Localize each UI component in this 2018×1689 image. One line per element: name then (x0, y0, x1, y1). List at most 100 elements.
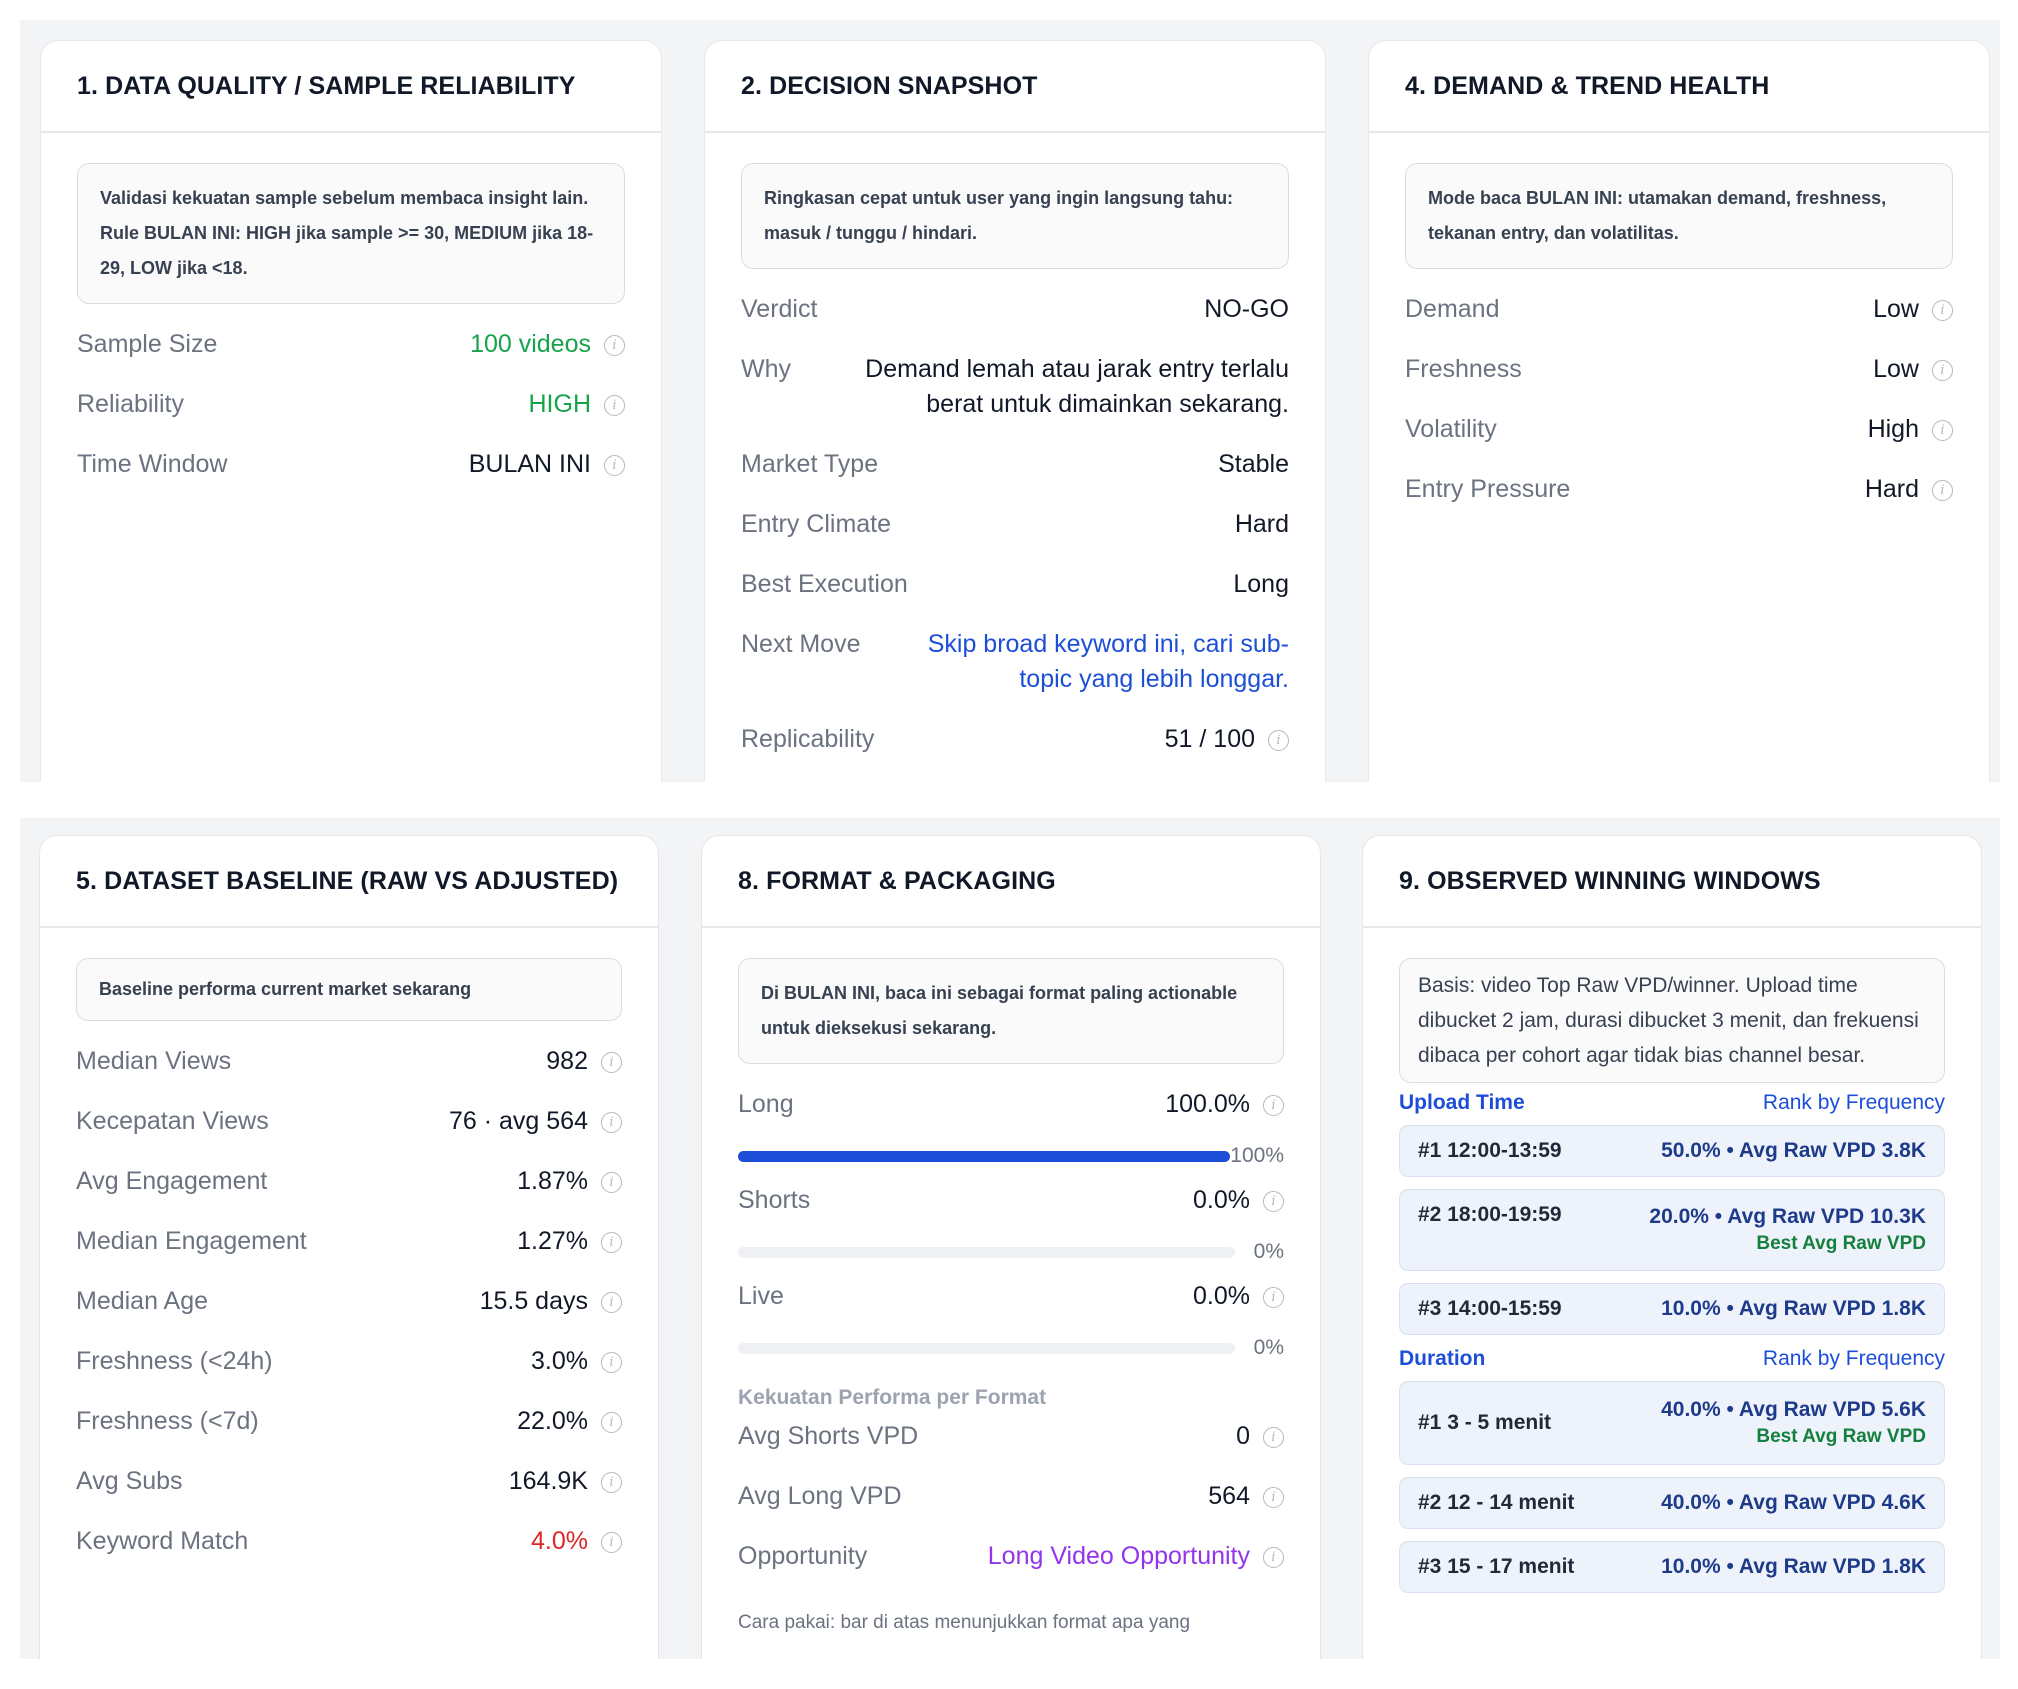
info-icon[interactable]: i (1932, 480, 1953, 501)
metric-value: Stable (1218, 450, 1289, 478)
metric-label: Median Age (76, 1287, 209, 1315)
info-icon[interactable]: i (1268, 730, 1289, 751)
best-badge: Best Avg Raw VPD (1756, 1426, 1926, 1447)
metric-value: Low (1873, 355, 1919, 383)
window-label: #3 15 - 17 menit (1418, 1555, 1575, 1578)
metric-row: Sample Size 100 videos i (77, 320, 625, 380)
info-icon[interactable]: i (604, 455, 625, 476)
progress-fill (738, 1150, 1231, 1162)
card-header: 1. DATA QUALITY / SAMPLE RELIABILITY (41, 41, 661, 133)
info-icon[interactable]: i (601, 1292, 622, 1313)
metric-row: Kecepatan Views 76 · avg 564 i (76, 1097, 622, 1157)
metric-row: Median Engagement 1.27% i (76, 1217, 622, 1277)
card-header: 9. OBSERVED WINNING WINDOWS (1363, 836, 1981, 928)
progress-track (738, 1342, 1235, 1354)
metric-label: Verdict (741, 295, 818, 323)
metric-label: Median Views (76, 1047, 232, 1075)
format-value: 100.0% (1165, 1090, 1250, 1118)
metric-label: Avg Subs (76, 1467, 183, 1495)
top-panel-strip: 1. DATA QUALITY / SAMPLE RELIABILITY Val… (20, 20, 2000, 782)
format-value: 0.0% (1193, 1186, 1250, 1214)
metric-label: Freshness (<7d) (76, 1407, 259, 1435)
card-description: Baseline performa current market sekaran… (76, 958, 622, 1021)
metric-row: Next Move Skip broad keyword ini, cari s… (741, 620, 1289, 715)
info-icon[interactable]: i (604, 335, 625, 356)
metric-label: Freshness (<24h) (76, 1347, 273, 1375)
metric-row: Opportunity Long Video Opportunity i (738, 1532, 1284, 1592)
info-icon[interactable]: i (1263, 1427, 1284, 1448)
card-title: 4. DEMAND & TREND HEALTH (1405, 71, 1770, 100)
window-item[interactable]: #2 18:00-19:59 20.0% • Avg Raw VPD 10.3K… (1399, 1189, 1945, 1271)
format-label: Long (738, 1090, 794, 1118)
metric-row: Avg Long VPD 564 i (738, 1472, 1284, 1532)
info-icon[interactable]: i (601, 1532, 622, 1553)
info-icon[interactable]: i (601, 1052, 622, 1073)
format-label: Shorts (738, 1186, 811, 1214)
metric-label: Opportunity (738, 1542, 868, 1570)
info-icon[interactable]: i (1263, 1095, 1284, 1116)
metric-value: Hard (1234, 510, 1289, 538)
data-quality-card: 1. DATA QUALITY / SAMPLE RELIABILITY Val… (40, 40, 662, 782)
info-icon[interactable]: i (601, 1472, 622, 1493)
progress-percent: 0% (1253, 1336, 1284, 1359)
metric-label: Avg Shorts VPD (738, 1422, 919, 1450)
metric-row: Freshness (<7d) 22.0% i (76, 1397, 622, 1457)
metric-row: Time Window BULAN INI i (77, 440, 625, 500)
progress-track (738, 1246, 1235, 1258)
card-header: 5. DATASET BASELINE (RAW VS ADJUSTED) (40, 836, 658, 928)
window-item[interactable]: #3 15 - 17 menit 10.0% • Avg Raw VPD 1.8… (1399, 1541, 1945, 1593)
info-icon[interactable]: i (1932, 360, 1953, 381)
metric-label: Sample Size (77, 330, 218, 358)
card-title: 5. DATASET BASELINE (RAW VS ADJUSTED) (76, 866, 619, 895)
info-icon[interactable]: i (1932, 420, 1953, 441)
metric-value: HIGH (528, 390, 592, 418)
card-header: 8. FORMAT & PACKAGING (702, 836, 1320, 928)
window-stat: 40.0% • Avg Raw VPD 5.6K (1661, 1398, 1926, 1421)
metric-label: Avg Engagement (76, 1167, 268, 1195)
info-icon[interactable]: i (1263, 1287, 1284, 1308)
metric-label: Volatility (1405, 415, 1497, 443)
info-icon[interactable]: i (1263, 1547, 1284, 1568)
info-icon[interactable]: i (1263, 1487, 1284, 1508)
card-header: 2. DECISION SNAPSHOT (705, 41, 1325, 133)
window-stat: 10.0% • Avg Raw VPD 1.8K (1661, 1297, 1926, 1320)
card-description: Di BULAN INI, baca ini sebagai format pa… (738, 958, 1284, 1064)
info-icon[interactable]: i (601, 1412, 622, 1433)
metric-row: Freshness (<24h) 3.0% i (76, 1337, 622, 1397)
metric-label: Next Move (741, 630, 861, 658)
window-item[interactable]: #1 12:00-13:59 50.0% • Avg Raw VPD 3.8K (1399, 1125, 1945, 1177)
metric-value: 4.0% (531, 1527, 588, 1555)
info-icon[interactable]: i (601, 1352, 622, 1373)
info-icon[interactable]: i (604, 395, 625, 416)
metric-label: Avg Long VPD (738, 1482, 902, 1510)
metric-value: 164.9K (508, 1467, 588, 1495)
metric-row: Market Type Stable (741, 440, 1289, 500)
best-badge: Best Avg Raw VPD (1756, 1233, 1926, 1254)
footnote: Cara pakai: bar di atas menunjukkan form… (738, 1612, 1191, 1633)
card-description: Mode baca BULAN INI: utamakan demand, fr… (1405, 163, 1953, 269)
demand-trend-card: 4. DEMAND & TREND HEALTH Mode baca BULAN… (1368, 40, 1990, 782)
progress-percent: 0% (1253, 1240, 1284, 1263)
metric-label: Best Execution (741, 570, 908, 598)
duration-header: Duration Rank by Frequency (1399, 1347, 1945, 1371)
metric-value: 76 · avg 564 (449, 1107, 588, 1135)
format-label: Live (738, 1282, 784, 1310)
metric-value: BULAN INI (468, 450, 591, 478)
info-icon[interactable]: i (601, 1112, 622, 1133)
metric-value: 3.0% (531, 1347, 588, 1375)
info-icon[interactable]: i (601, 1172, 622, 1193)
metric-value: 1.87% (517, 1167, 588, 1195)
metric-row: Volatility High i (1405, 405, 1953, 465)
info-icon[interactable]: i (1932, 300, 1953, 321)
window-item[interactable]: #1 3 - 5 menit 40.0% • Avg Raw VPD 5.6K B… (1399, 1381, 1945, 1465)
upload-time-header: Upload Time Rank by Frequency (1399, 1091, 1945, 1115)
window-item[interactable]: #3 14:00-15:59 10.0% • Avg Raw VPD 1.8K (1399, 1283, 1945, 1335)
card-description: Basis: video Top Raw VPD/winner. Upload … (1399, 958, 1945, 1083)
window-item[interactable]: #2 12 - 14 menit 40.0% • Avg Raw VPD 4.6… (1399, 1477, 1945, 1529)
metric-row: Entry Climate Hard (741, 500, 1289, 560)
info-icon[interactable]: i (1263, 1191, 1284, 1212)
info-icon[interactable]: i (601, 1232, 622, 1253)
verdict-value: NO-GO (1204, 295, 1289, 323)
next-move-value: Skip broad keyword ini, cari sub-topic y… (927, 630, 1289, 693)
